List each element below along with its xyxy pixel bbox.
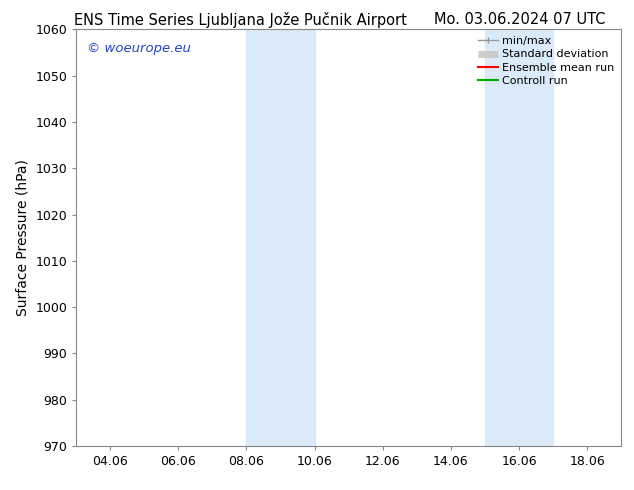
Bar xyxy=(485,29,553,446)
Bar xyxy=(247,29,314,446)
Text: © woeurope.eu: © woeurope.eu xyxy=(87,42,191,55)
Text: ENS Time Series Ljubljana Jože Pučnik Airport: ENS Time Series Ljubljana Jože Pučnik Ai… xyxy=(74,12,408,28)
Legend: min/max, Standard deviation, Ensemble mean run, Controll run: min/max, Standard deviation, Ensemble me… xyxy=(474,32,619,91)
Y-axis label: Surface Pressure (hPa): Surface Pressure (hPa) xyxy=(16,159,30,316)
Text: Mo. 03.06.2024 07 UTC: Mo. 03.06.2024 07 UTC xyxy=(434,12,605,27)
